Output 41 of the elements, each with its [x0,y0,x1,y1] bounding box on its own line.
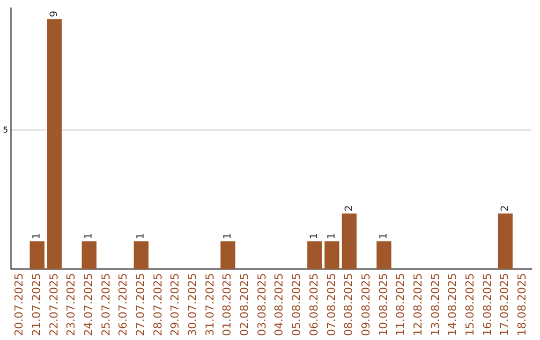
x-tick-label: 24.07.2025 [82,273,95,336]
x-tick-label: 22.07.2025 [47,273,60,336]
x-tick-label: 23.07.2025 [64,273,78,336]
x-tick-label: 04.08.2025 [272,273,286,336]
data-label: 1 [84,232,95,240]
x-tick-label: 09.08.2025 [359,273,372,336]
x-tick-label: 20.07.2025 [12,273,26,336]
x-tick-label: 31.07.2025 [203,273,216,336]
data-label: 1 [326,232,338,240]
x-tick-label: 21.07.2025 [30,273,43,336]
y-tick-label: 5 [2,125,8,134]
x-tick-label: 30.07.2025 [186,273,200,336]
data-label: 9 [49,10,60,18]
x-tick-label: 29.07.2025 [168,273,182,336]
x-tick-label: 13.08.2025 [428,273,442,336]
x-tick-label: 16.08.2025 [480,273,494,336]
data-label: 1 [136,232,147,240]
x-tick-label: 03.08.2025 [255,273,268,336]
x-tick-label: 17.08.2025 [498,273,512,336]
data-label: 1 [309,232,320,240]
x-tick-label: 07.08.2025 [324,273,338,336]
x-tick-label: 28.07.2025 [151,273,164,336]
data-label: 1 [222,232,234,240]
x-tick-label: 15.08.2025 [464,273,476,336]
x-tick-label: 14.08.2025 [446,273,460,336]
data-label: 1 [378,232,390,240]
x-tick-label: 05.08.2025 [290,273,304,336]
x-tick-label: 27.07.2025 [134,273,148,336]
x-tick-label: 10.08.2025 [376,273,390,336]
x-tick-label: 26.07.2025 [116,273,130,336]
data-label: 2 [500,205,511,212]
data-label: 1 [32,232,43,240]
x-tick-label: 01.08.2025 [220,273,234,336]
x-tick-label: 08.08.2025 [342,273,356,336]
x-tick-label: 02.08.2025 [238,273,252,336]
x-tick-label: 06.08.2025 [307,273,320,336]
x-tick-label: 18.08.2025 [516,273,529,336]
x-tick-label: 25.07.2025 [99,273,112,336]
data-label: 2 [344,205,355,212]
x-tick-label: 11.08.2025 [394,273,408,336]
x-tick-label: 12.08.2025 [411,273,424,336]
